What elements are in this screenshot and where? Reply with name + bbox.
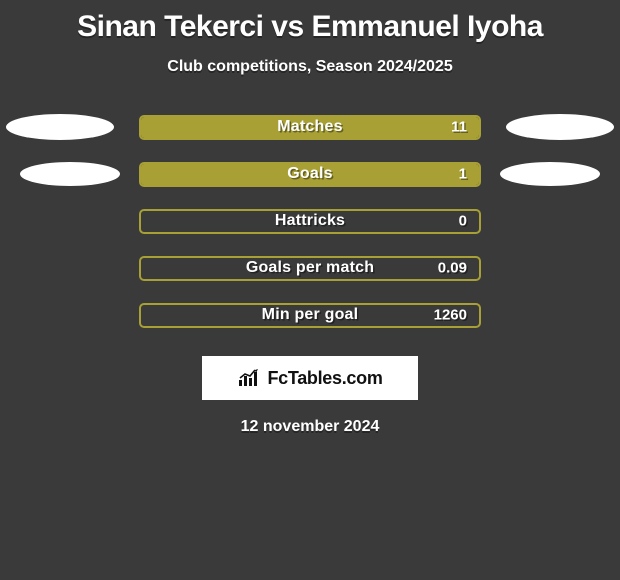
bar-track: Goals 1 (139, 162, 481, 187)
bar-chart-icon (237, 368, 263, 388)
right-shadow-blob (506, 114, 614, 140)
stat-row: Hattricks 0 (0, 208, 620, 234)
stat-row: Min per goal 1260 (0, 302, 620, 328)
stat-rows: Matches 11 Goals 1 Hattricks 0 (0, 114, 620, 328)
stat-label: Goals per match (141, 259, 479, 277)
bar-track: Matches 11 (139, 115, 481, 140)
stat-label: Hattricks (141, 212, 479, 230)
branding-badge: FcTables.com (202, 356, 418, 400)
page-title: Sinan Tekerci vs Emmanuel Iyoha (0, 0, 620, 44)
bar-fill-right (283, 117, 479, 138)
stat-row: Goals 1 (0, 161, 620, 187)
stat-row: Goals per match 0.09 (0, 255, 620, 281)
bar-track: Min per goal 1260 (139, 303, 481, 328)
left-shadow-blob (20, 162, 120, 186)
right-shadow-blob (500, 162, 600, 186)
stat-value: 0 (459, 213, 467, 230)
branding-text: FcTables.com (267, 368, 382, 389)
stat-value: 1260 (434, 307, 467, 324)
stat-row: Matches 11 (0, 114, 620, 140)
date-text: 12 november 2024 (0, 418, 620, 436)
bar-fill-right (141, 164, 479, 185)
bar-fill-left (141, 117, 283, 138)
stat-label: Min per goal (141, 306, 479, 324)
stat-value: 0.09 (438, 260, 467, 277)
bar-track: Goals per match 0.09 (139, 256, 481, 281)
branding-inner: FcTables.com (237, 368, 382, 389)
left-shadow-blob (6, 114, 114, 140)
subtitle: Club competitions, Season 2024/2025 (0, 58, 620, 76)
bar-track: Hattricks 0 (139, 209, 481, 234)
comparison-card: Sinan Tekerci vs Emmanuel Iyoha Club com… (0, 0, 620, 580)
